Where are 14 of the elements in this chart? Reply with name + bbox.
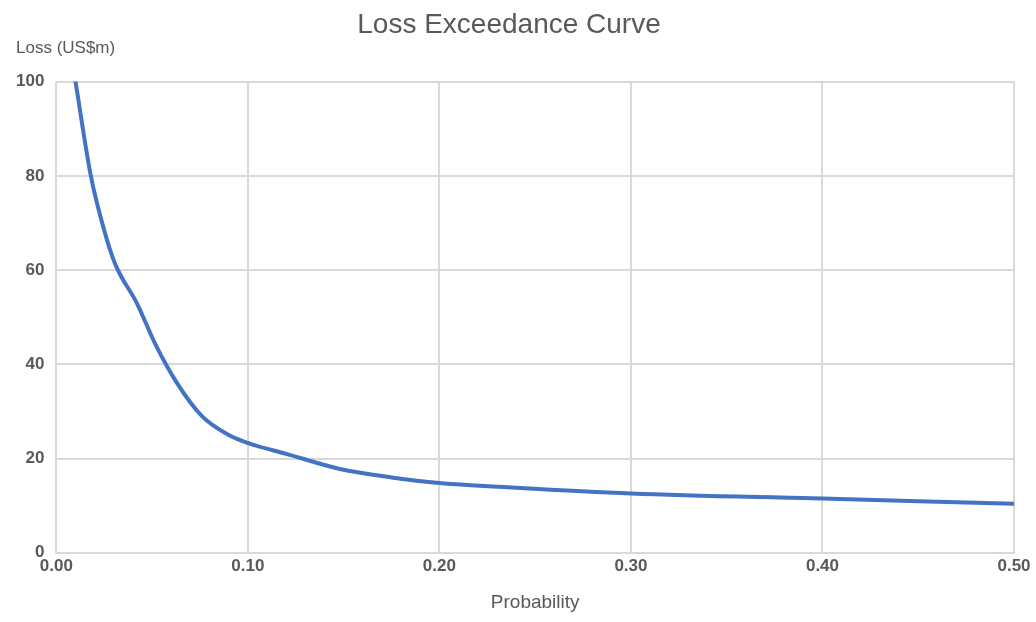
y-tick-label: 80	[25, 165, 45, 185]
y-tick-label: 20	[25, 448, 45, 468]
x-tick-label: 0.30	[614, 555, 648, 575]
line-series	[73, 81, 1014, 506]
y-tick-label: 60	[25, 259, 45, 279]
y-tick-label: 100	[15, 71, 45, 91]
x-tick-label: 0.40	[805, 555, 840, 575]
x-tick-label: 0.50	[997, 555, 1031, 575]
y-axis-title: Loss (US$m)	[16, 37, 116, 57]
y-tick-label: 40	[25, 354, 45, 374]
x-tick-label: 0.20	[422, 555, 456, 575]
chart-title: Loss Exceedance Curve	[357, 7, 661, 39]
x-axis-title: Probability	[490, 590, 581, 612]
x-tick-label: 0.10	[231, 555, 265, 575]
